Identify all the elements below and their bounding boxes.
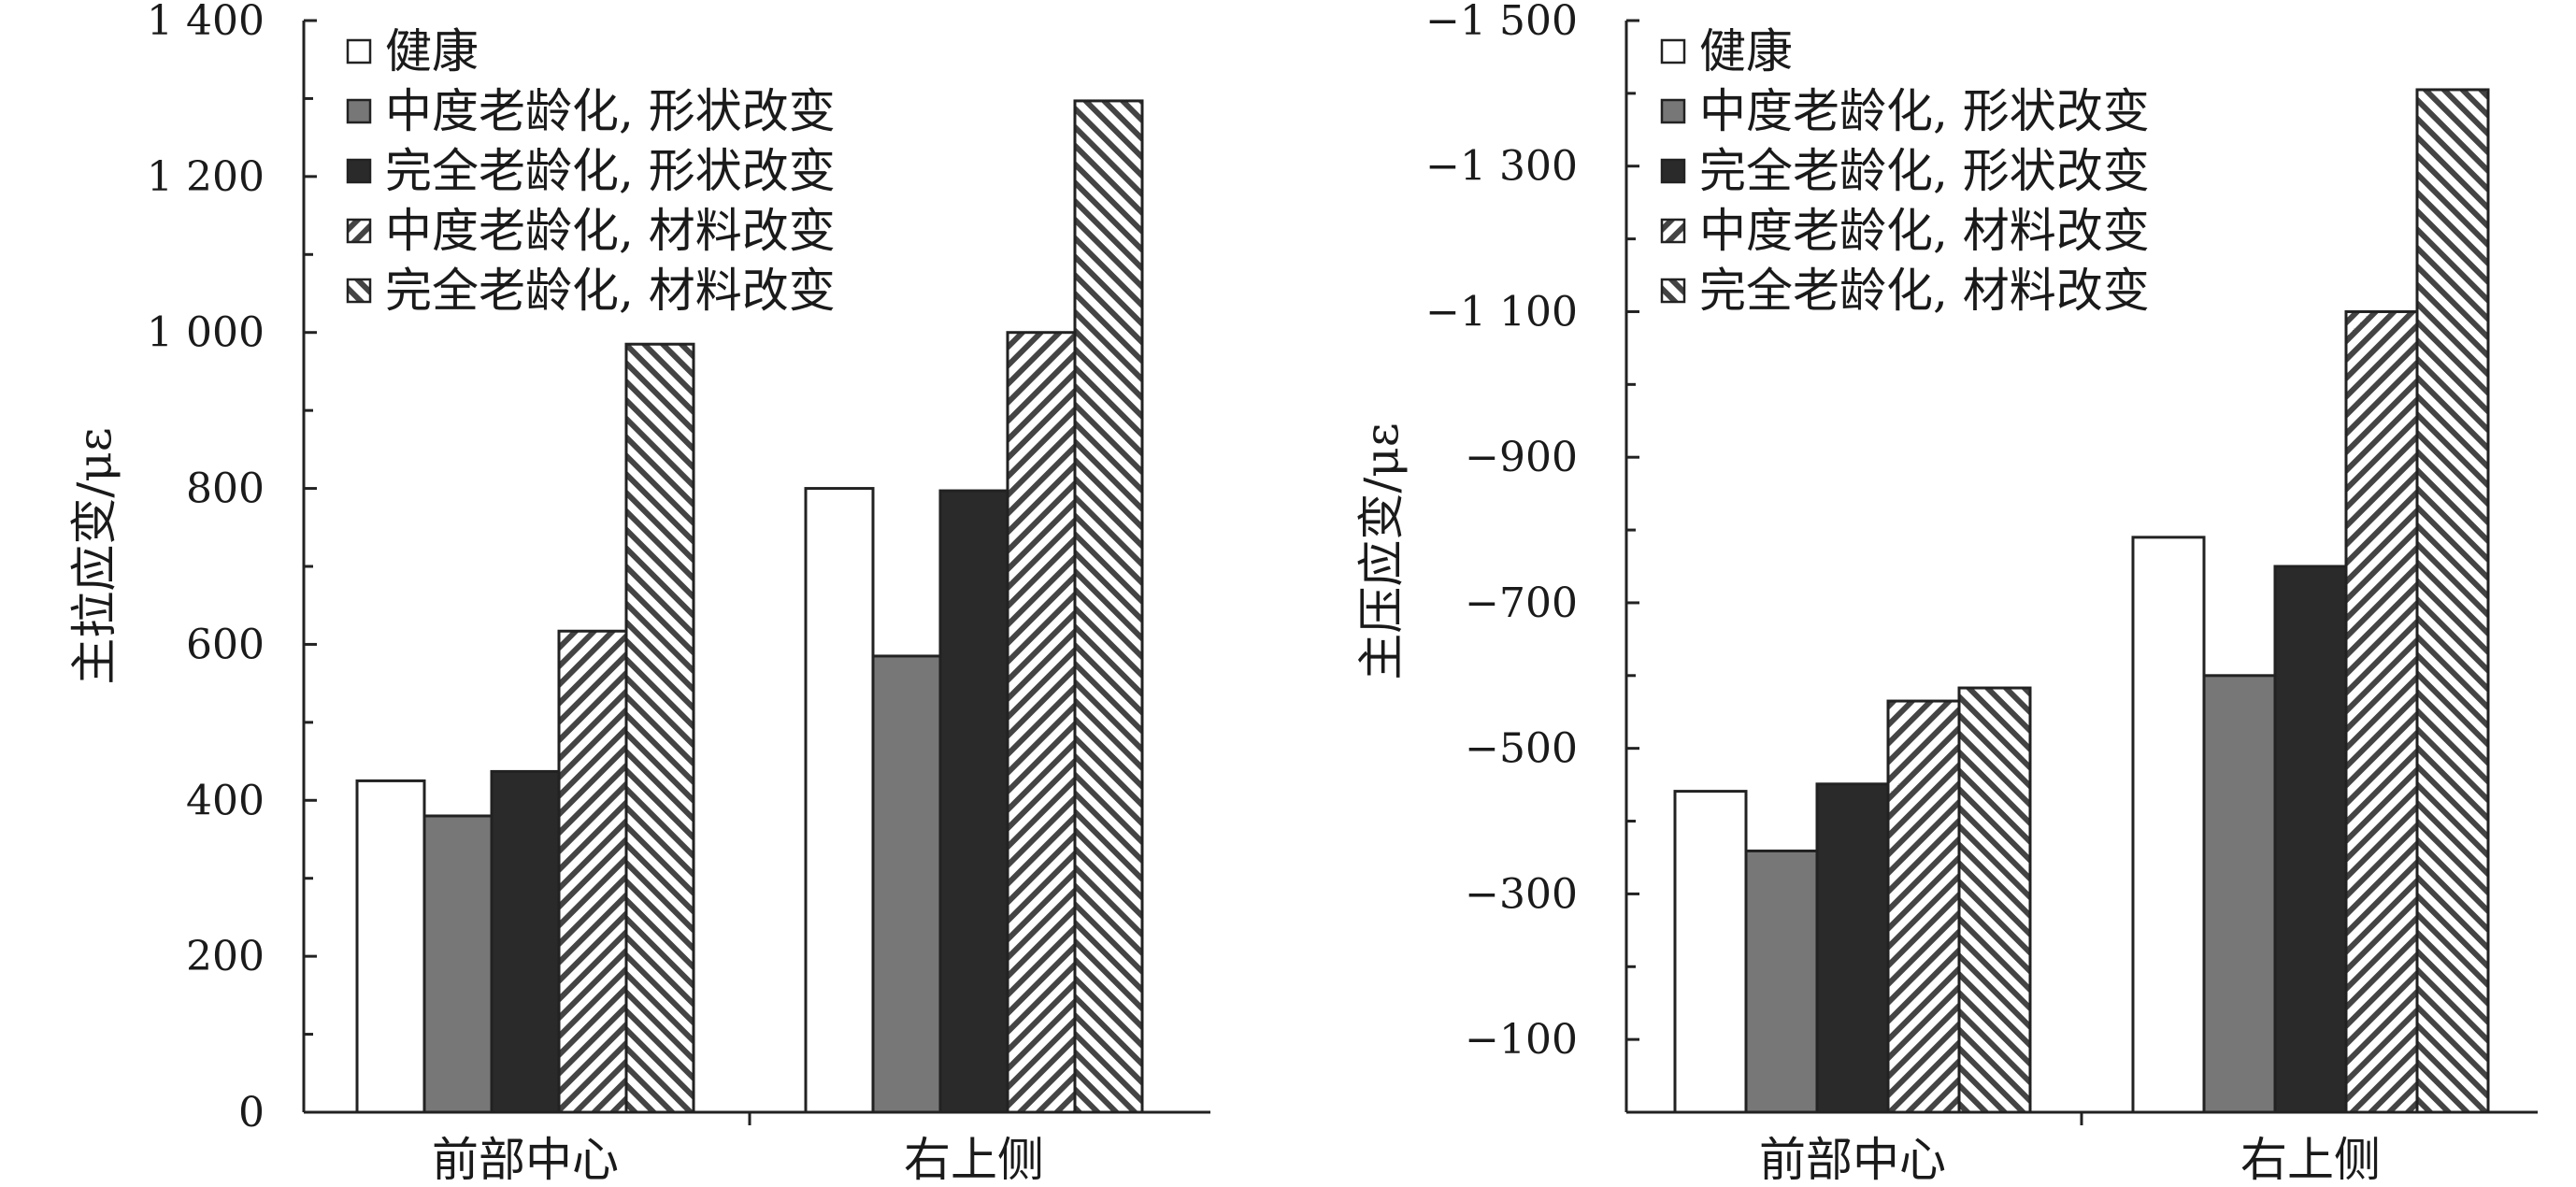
legend-label: 完全老龄化, 材料改变	[385, 264, 836, 318]
legend-swatch	[1660, 38, 1686, 64]
x-category-label: 右上侧	[904, 1133, 1044, 1187]
bar-健康-前部中心	[1673, 790, 1748, 1114]
legend-label: 健康	[385, 24, 479, 79]
bar-完全老龄化-材料改变-前部中心	[624, 342, 695, 1114]
y-tick-label: 1 200	[147, 153, 265, 201]
bar-中度老龄化-材料改变-前部中心	[557, 629, 628, 1114]
y-tick-label: −500	[1465, 725, 1578, 773]
bar-中度老龄化-材料改变-前部中心	[1886, 699, 1961, 1114]
legend-swatch	[346, 218, 372, 244]
legend-label: 完全老龄化, 形状改变	[1699, 144, 2150, 198]
x-category-label: 前部中心	[1759, 1133, 1946, 1187]
bar-中度老龄化-形状改变-右上侧	[2202, 674, 2277, 1114]
bar-完全老龄化-形状改变-右上侧	[2273, 565, 2348, 1114]
legend-swatch	[1660, 98, 1686, 124]
x-category-label: 前部中心	[432, 1133, 619, 1187]
y-tick-label: −900	[1465, 434, 1578, 481]
bar-完全老龄化-形状改变-前部中心	[490, 769, 561, 1114]
bar-完全老龄化-材料改变-右上侧	[1073, 99, 1144, 1114]
y-axis-title: 主压应变/με	[1354, 422, 1409, 679]
y-axis-title: 主拉应变/με	[67, 427, 122, 684]
x-category-label: 右上侧	[2240, 1133, 2381, 1187]
y-tick-label: 1 400	[147, 0, 265, 45]
y-tick-label: −300	[1465, 870, 1578, 918]
legend-swatch	[1660, 218, 1686, 244]
legend-swatch	[1660, 278, 1686, 304]
y-tick-label: 0	[238, 1089, 265, 1137]
bar-完全老龄化-形状改变-前部中心	[1815, 782, 1890, 1114]
y-tick-label: −1 500	[1425, 0, 1578, 45]
compressive-strain-chart: 主压应变/με −100 −300 −500 −700 −900 −1 100 −1 300…	[1354, 0, 2538, 1187]
bar-中度老龄化-形状改变-右上侧	[871, 654, 942, 1114]
bar-完全老龄化-材料改变-右上侧	[2415, 88, 2490, 1114]
bar-中度老龄化-材料改变-右上侧	[1006, 331, 1077, 1114]
y-tick-label: 800	[186, 465, 265, 513]
bar-完全老龄化-形状改变-右上侧	[938, 489, 1009, 1114]
y-tick-label: −1 100	[1425, 288, 1578, 336]
legend-swatch	[346, 278, 372, 304]
legend-label: 中度老龄化, 材料改变	[1699, 204, 2150, 258]
bar-健康-右上侧	[804, 487, 875, 1114]
legend-swatch	[346, 98, 372, 124]
y-tick-label: −1 300	[1425, 143, 1578, 191]
y-tick-label: 200	[186, 933, 265, 980]
legend-label: 中度老龄化, 形状改变	[385, 84, 836, 138]
bar-健康-前部中心	[355, 779, 426, 1114]
legend-label: 中度老龄化, 材料改变	[385, 204, 836, 258]
legend-label: 完全老龄化, 材料改变	[1699, 264, 2150, 318]
legend-label: 完全老龄化, 形状改变	[385, 144, 836, 198]
legend-label: 中度老龄化, 形状改变	[1699, 84, 2150, 138]
bar-中度老龄化-形状改变-前部中心	[422, 814, 494, 1114]
bar-健康-右上侧	[2131, 536, 2206, 1114]
y-tick-label: 1 000	[147, 309, 265, 357]
legend-swatch	[346, 158, 372, 184]
legend-label: 健康	[1699, 24, 1793, 79]
tensile-strain-chart: 主拉应变/με 0 200 400 600 800 1 000 1 200 1 400 前部中…	[67, 0, 1210, 1187]
y-tick-label: 600	[186, 621, 265, 668]
bar-完全老龄化-材料改变-前部中心	[1957, 686, 2032, 1114]
y-tick-label: −700	[1465, 579, 1578, 627]
legend-swatch	[1660, 158, 1686, 184]
legend-swatch	[346, 38, 372, 64]
y-tick-label: 400	[186, 777, 265, 824]
bar-中度老龄化-材料改变-右上侧	[2344, 309, 2419, 1114]
bar-中度老龄化-形状改变-前部中心	[1744, 849, 1819, 1114]
y-tick-label: −100	[1465, 1016, 1578, 1064]
